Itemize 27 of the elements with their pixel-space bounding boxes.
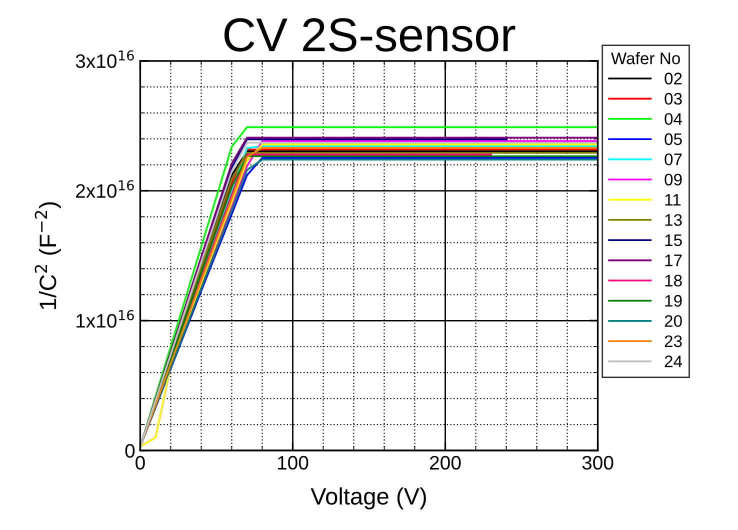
x-tick-label: 0: [136, 456, 145, 470]
legend-label: 18: [665, 274, 682, 287]
legend-label: 23: [664, 335, 682, 348]
legend-label: 24: [664, 356, 682, 368]
y-tick-label: 1x10$^{16}$: [76, 310, 134, 328]
y-tick-label: 3x10$^{16}$: [76, 50, 134, 68]
legend-label: 09: [664, 174, 682, 186]
legend-label: 02: [664, 72, 682, 84]
x-tick-label: 200: [430, 456, 461, 470]
x-tick-label: 100: [278, 456, 308, 470]
x-tick-label: 300: [582, 456, 614, 470]
chart-title: CV 2S-sensor: [224, 18, 516, 52]
y-axis-title: 1/C$^{2}$ (F$^{−2}$): [34, 202, 61, 310]
y-tick-label: 0: [125, 444, 135, 458]
legend-title: Wafer No: [610, 52, 680, 64]
legend-label: 20: [664, 315, 682, 327]
legend-label: 11: [665, 194, 681, 206]
legend-label: 13: [665, 214, 682, 226]
legend-label: 15: [665, 234, 682, 246]
legend-label: 19: [665, 294, 682, 307]
legend-label: 03: [664, 92, 682, 105]
y-tick-label: 2x10$^{16}$: [76, 180, 134, 198]
x-axis-title: Voltage (V): [310, 487, 426, 510]
legend-label: 04: [664, 113, 682, 125]
legend-label: 07: [664, 153, 682, 166]
legend-label: 05: [664, 133, 682, 146]
legend-label: 17: [665, 254, 682, 266]
